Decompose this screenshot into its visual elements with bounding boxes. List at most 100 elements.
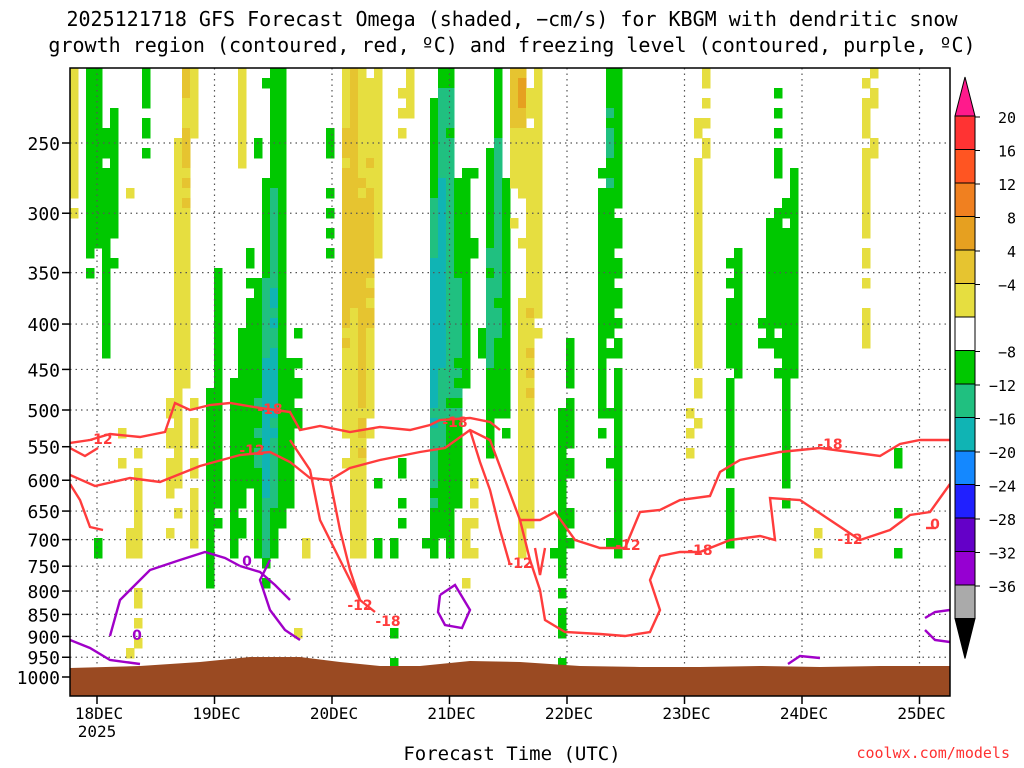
colorbar-label: −20	[989, 444, 1016, 462]
grid-lines	[70, 68, 950, 696]
freezing-contour-8	[924, 629, 950, 644]
terrain-surface	[70, 657, 950, 696]
colorbar-label: −8	[998, 344, 1016, 362]
colorbar-label: −36	[989, 578, 1016, 596]
colorbar-top-arrow	[954, 76, 976, 117]
y-tick-label: 250	[27, 134, 60, 155]
y-tick-label: 400	[27, 315, 60, 336]
x-tick-sublabel: 2025	[78, 722, 117, 741]
colorbar-label: −24	[989, 478, 1016, 496]
colorbar-swatch	[954, 216, 976, 251]
dgz-label: -18	[687, 543, 712, 559]
dgz-contour-6	[328, 479, 362, 601]
x-tick-label: 18DEC	[75, 704, 123, 723]
freezing-contour-6	[787, 654, 821, 665]
colorbar-swatch	[954, 584, 976, 619]
colorbar-swatch	[954, 383, 976, 418]
x-axis-label: Forecast Time (UTC)	[403, 743, 621, 765]
y-tick-label: 900	[27, 627, 60, 648]
plot-frame	[69, 67, 951, 697]
colorbar-label: −12	[989, 377, 1016, 395]
freezing-contour-2	[108, 550, 241, 637]
colorbar-swatch	[954, 115, 976, 150]
y-axis: 2503003504004505005506006507007508008509…	[17, 134, 70, 689]
y-tick-label: 600	[27, 471, 60, 492]
y-tick-label: 950	[27, 648, 60, 669]
y-tick-label: 700	[27, 531, 60, 552]
freezing-contour-3	[239, 564, 291, 601]
colorbar-swatch	[954, 149, 976, 184]
y-tick-label: 850	[27, 605, 60, 626]
x-tick-label: 22DEC	[545, 704, 593, 723]
colorbar-swatch	[954, 316, 976, 351]
colorbar-label: −28	[989, 511, 1016, 529]
colorbar-label: 20	[998, 109, 1016, 127]
chart-title-line-1: 2025121718 GFS Forecast Omega (shaded, −…	[66, 7, 958, 31]
colorbar-label: −4	[998, 277, 1016, 295]
colorbar-bottom-arrow	[954, 618, 976, 659]
freezing-contour-4	[258, 559, 301, 641]
dgz-label: -18	[442, 415, 467, 431]
dgz-label: -12	[87, 432, 112, 448]
colorbar-label: −32	[989, 545, 1016, 563]
colorbar-swatch	[954, 450, 976, 485]
y-tick-label: 800	[27, 582, 60, 603]
dgz-contour-2	[70, 446, 99, 458]
dgz-contour-7	[468, 429, 512, 566]
y-tick-label: 1000	[17, 668, 60, 689]
freezing-contour-1	[70, 638, 141, 666]
dgz-label: -12	[615, 538, 640, 554]
colorbar-label: 8	[1007, 210, 1016, 228]
x-tick-label: 20DEC	[310, 704, 358, 723]
x-tick-label: 23DEC	[662, 704, 710, 723]
dgz-contour-1	[70, 401, 501, 445]
dgz-label: -18	[817, 437, 842, 453]
credit-link[interactable]: coolwx.com/models	[856, 744, 1010, 762]
y-tick-label: 750	[27, 557, 60, 578]
dgz-label: -18	[375, 614, 400, 630]
freezing-contour-7	[924, 608, 950, 620]
x-tick-label: 25DEC	[897, 704, 945, 723]
dgz-contour-4	[70, 483, 104, 532]
x-tick-label: 24DEC	[780, 704, 828, 723]
dgz-contour-9	[533, 547, 547, 576]
colorbar-label: 12	[998, 176, 1016, 194]
colorbar-swatch	[954, 182, 976, 217]
x-tick-label: 19DEC	[192, 704, 240, 723]
colorbar-label: 4	[1007, 243, 1016, 261]
y-tick-label: 650	[27, 502, 60, 523]
dgz-contour-8	[518, 483, 950, 638]
x-tick-label: 21DEC	[427, 704, 475, 723]
freezing-label: 0	[132, 628, 142, 644]
dgz-label: -18	[257, 402, 282, 418]
colorbar-swatch	[954, 484, 976, 519]
y-tick-label: 550	[27, 438, 60, 459]
freezing-label: 0	[242, 554, 252, 570]
dgz-label: -12	[507, 556, 532, 572]
dgz-contour-3	[70, 428, 950, 550]
colorbar-swatch	[954, 517, 976, 552]
y-tick-label: 350	[27, 264, 60, 285]
y-tick-label: 300	[27, 204, 60, 225]
dgz-label: -12	[837, 532, 862, 548]
dgz-label: -12	[239, 443, 264, 459]
colorbar-swatch	[954, 350, 976, 385]
colorbar: 20 16 12 8 4 −4 −8 −12 −16 −20 −24 −28 −32 −36	[954, 76, 1016, 659]
colorbar-swatch	[954, 283, 976, 318]
colorbar-swatch	[954, 249, 976, 284]
dgz-contour-5	[289, 439, 376, 613]
y-tick-label: 500	[27, 401, 60, 422]
colorbar-swatch	[954, 551, 976, 586]
temperature-contours	[70, 401, 950, 666]
colorbar-swatch	[954, 417, 976, 452]
freezing-contour-5	[436, 583, 472, 630]
colorbar-label: 16	[998, 143, 1016, 161]
dgz-label: 0	[930, 517, 940, 533]
y-tick-label: 450	[27, 360, 60, 381]
colorbar-label: −16	[989, 411, 1016, 429]
chart-title-line-2: growth region (contoured, red, ºC) and f…	[48, 33, 976, 57]
